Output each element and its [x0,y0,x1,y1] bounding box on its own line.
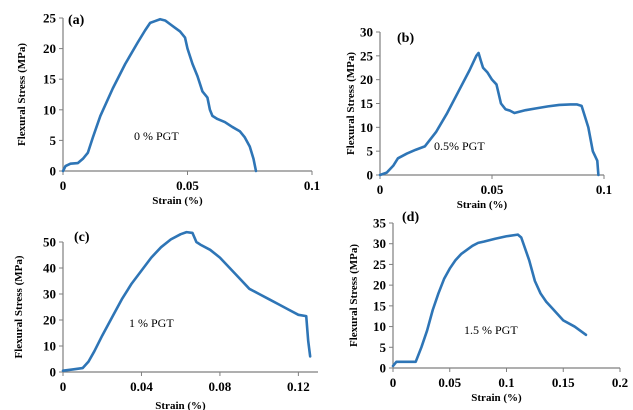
x-axis-title: Strain (%) [457,199,508,211]
y-axis-title: Flexural Stress (MPa) [16,43,28,146]
y-tick-label: 10 [43,339,56,354]
y-tick-label: 5 [367,144,374,159]
series-annotation: 1.5 % PGT [464,323,518,337]
panel-label: (a) [68,13,85,28]
x-tick-label: 0.15 [552,375,575,390]
x-axis-title: Strain (%) [152,195,203,207]
series-line [391,233,588,368]
series-annotation: 0 % PGT [134,129,179,143]
y-tick-label: 0 [50,164,57,179]
panel-label: (c) [74,230,90,245]
y-tick-label: 20 [43,313,56,328]
y-tick-label: 40 [43,261,56,276]
y-tick-label: 20 [360,72,373,87]
chart-panel-1: 0 0.05 0.1 0 5 10 15 20 25 Strain (%) Flexural Str… [16,11,320,208]
series-line [61,230,312,372]
x-tick-label: 0.04 [130,379,153,394]
series-line [378,51,600,177]
x-tick-label: 0.05 [438,375,461,390]
y-tick-label: 20 [373,278,386,293]
y-tick-label: 10 [360,120,373,135]
y-tick-label: 25 [373,257,387,272]
x-axis-title: Strain (%) [471,392,522,404]
x-tick-label: 0 [390,375,397,390]
chart-panel-4: 0 0.05 0.1 0.15 0.2 0 5 10 15 20 25 30 35 Strain (%) F… [348,210,628,404]
series-annotation: 0.5% PGT [434,139,485,153]
y-tick-label: 5 [380,340,387,355]
y-tick-label: 5 [50,133,57,148]
y-tick-label: 30 [43,287,56,302]
x-tick-label: 0.1 [498,375,514,390]
y-axis-title: Flexural Stress (MPa) [348,244,360,347]
x-tick-label: 0.05 [481,182,504,197]
y-tick-label: 15 [373,298,387,313]
x-tick-label: 0.2 [612,375,628,390]
y-tick-label: 0 [50,365,57,380]
y-tick-label: 15 [360,96,374,111]
series-annotation: 1 % PGT [129,316,174,330]
x-tick-label: 0.05 [176,178,199,193]
y-axis-title: Flexural Stress (MPa) [13,255,25,358]
panel-label: (d) [402,210,419,225]
y-tick-label: 35 [373,216,387,231]
x-axis-title: Strain (%) [155,400,206,410]
x-tick-label: 0 [377,182,384,197]
y-axis-title: Flexural Stress (MPa) [345,52,357,155]
series-line [61,17,258,173]
y-tick-label: 30 [360,25,373,40]
y-tick-label: 25 [360,48,374,63]
y-tick-label: 15 [43,72,57,87]
chart-panel-3: 0 0.04 0.08 0.12 0 10 20 30 40 50 Strain (%) Flexur… [13,230,318,410]
y-tick-label: 20 [43,41,56,56]
y-tick-label: 50 [43,235,56,250]
y-tick-label: 0 [380,361,387,376]
x-tick-label: 0.1 [304,178,320,193]
x-tick-label: 0.12 [287,379,310,394]
y-tick-label: 0 [367,168,374,183]
x-tick-label: 0.1 [596,182,612,197]
y-tick-label: 25 [43,11,57,26]
x-tick-label: 0 [60,178,67,193]
panel-label: (b) [397,31,414,46]
chart-panel-2: 0 0.05 0.1 0 5 10 15 20 25 30 Strain (%) Flexural S… [345,25,612,212]
x-tick-label: 0 [60,379,67,394]
y-tick-label: 10 [43,102,56,117]
y-tick-label: 30 [373,236,386,251]
y-tick-label: 10 [373,319,386,334]
x-tick-label: 0.08 [209,379,232,394]
